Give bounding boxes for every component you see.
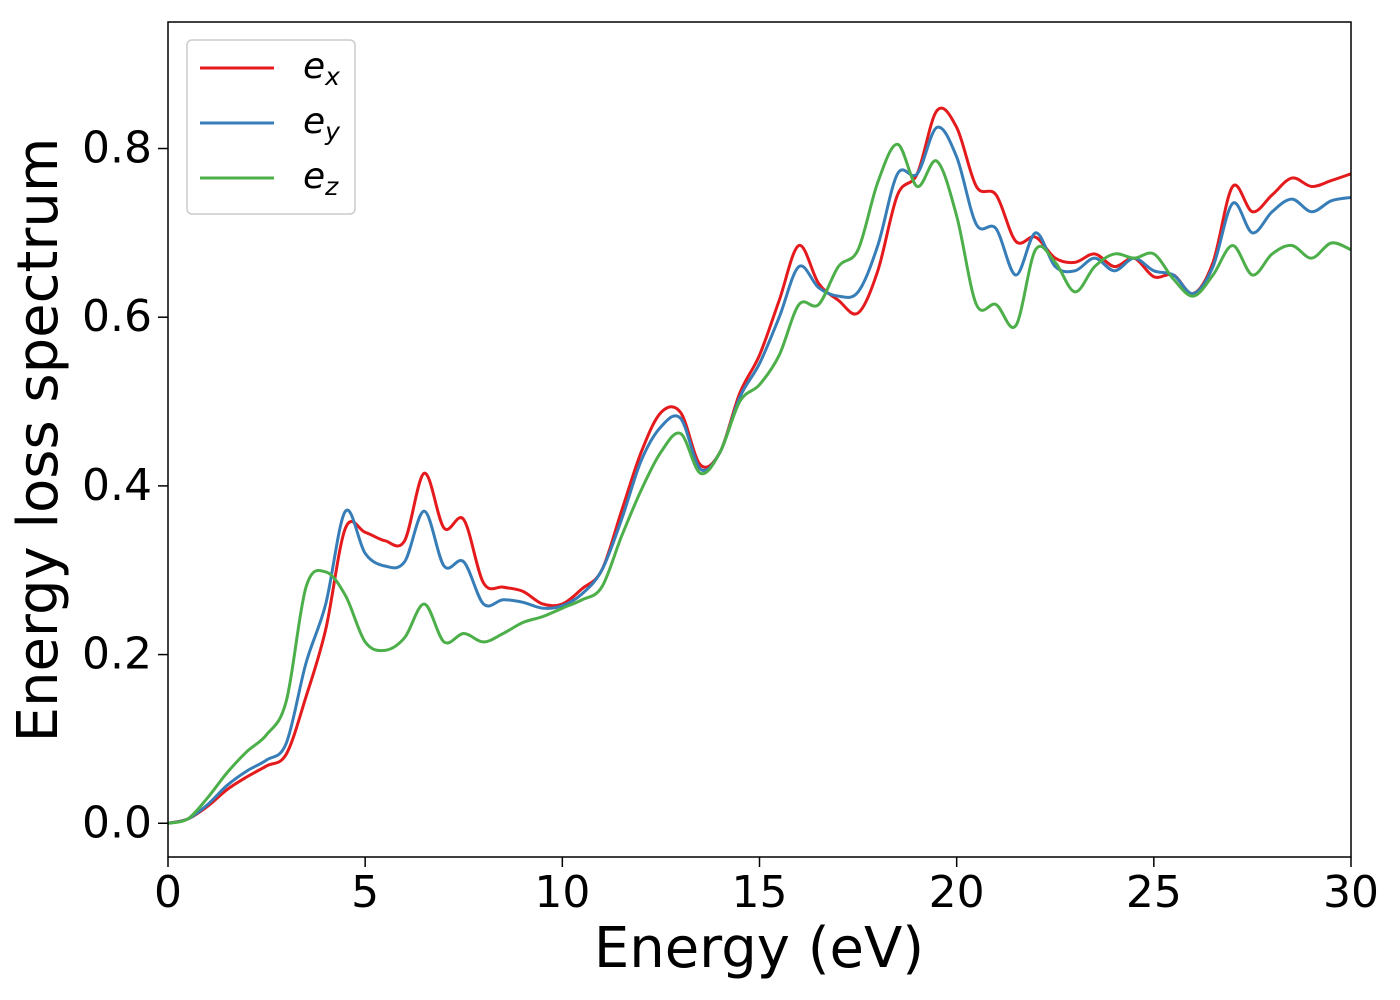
legend-label: ez — [303, 156, 339, 201]
x-tick-label: 15 — [732, 867, 788, 918]
x-tick-label: 10 — [534, 867, 590, 918]
plot-frame — [167, 21, 1352, 858]
series-line — [168, 106, 1351, 825]
y-tick-label: 0.0 — [82, 797, 152, 848]
y-tick-label: 0.2 — [82, 629, 152, 680]
series-line — [168, 125, 1351, 825]
y-tick-label: 0.6 — [82, 291, 152, 342]
y-tick-label: 0.4 — [82, 460, 152, 511]
series-line — [168, 142, 1351, 825]
legend-label: ex — [303, 46, 340, 91]
x-tick-label: 20 — [929, 867, 985, 918]
x-tick-label: 30 — [1323, 867, 1379, 918]
x-tick-label: 0 — [154, 867, 182, 918]
legend-box — [186, 39, 356, 215]
x-axis-label: Energy (eV) — [594, 916, 924, 981]
y-tick-label: 0.8 — [82, 123, 152, 174]
y-axis-label: Energy loss spectrum — [6, 138, 71, 743]
x-tick-label: 25 — [1126, 867, 1182, 918]
legend-label: ey — [303, 101, 341, 146]
x-tick-label: 5 — [351, 867, 379, 918]
